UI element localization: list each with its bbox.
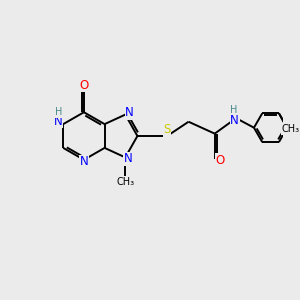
Text: H: H (55, 107, 62, 117)
Text: O: O (215, 154, 224, 166)
Text: H: H (230, 105, 238, 115)
Text: S: S (164, 123, 171, 136)
Text: CH₃: CH₃ (281, 124, 299, 134)
Text: N: N (230, 114, 239, 127)
Text: N: N (80, 155, 88, 168)
Text: N: N (54, 115, 63, 128)
Text: N: N (124, 152, 133, 165)
Text: N: N (125, 106, 134, 119)
Text: O: O (79, 79, 88, 92)
Text: CH₃: CH₃ (116, 177, 134, 187)
